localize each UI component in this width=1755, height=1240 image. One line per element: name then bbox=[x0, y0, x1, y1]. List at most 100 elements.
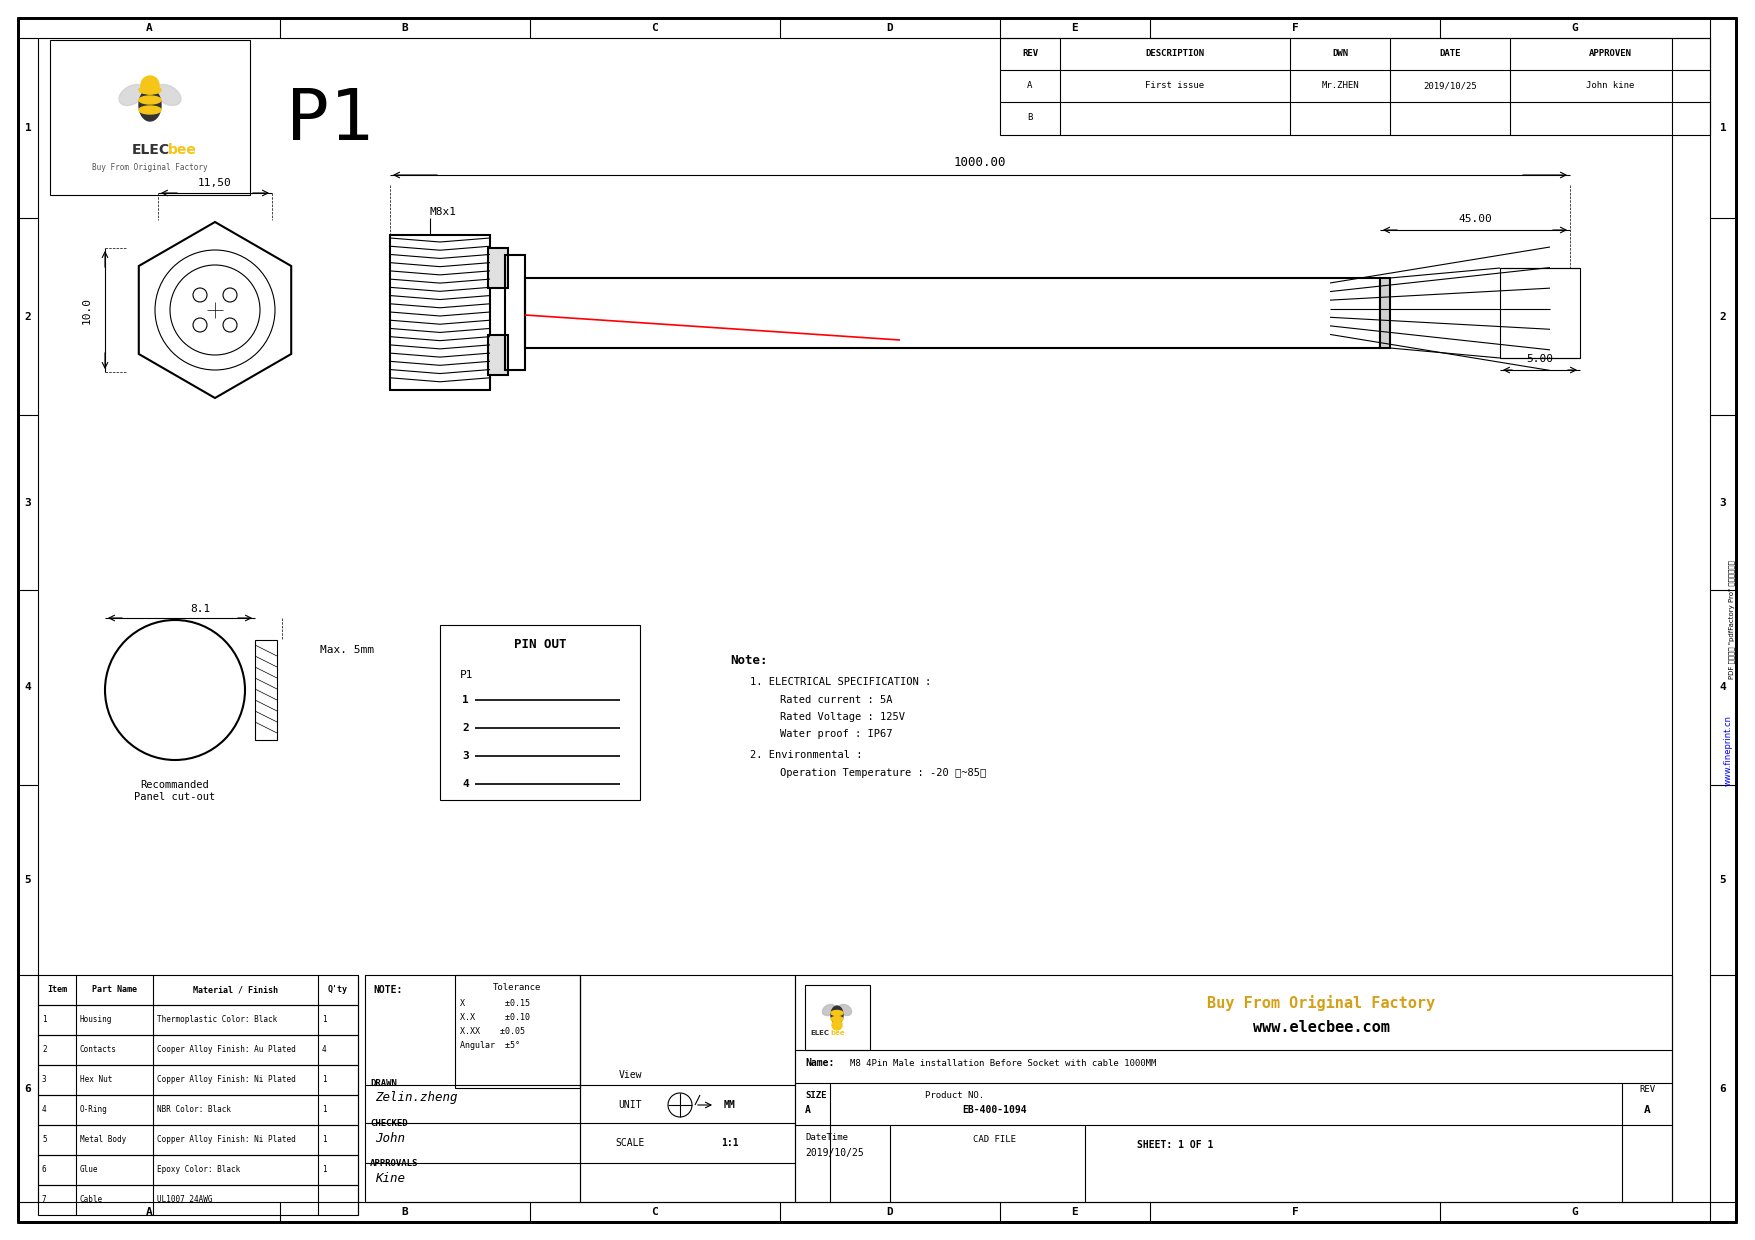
Text: 2: 2 bbox=[42, 1045, 47, 1054]
Text: Rated Voltage : 125V: Rated Voltage : 125V bbox=[779, 712, 906, 722]
Text: 5: 5 bbox=[42, 1136, 47, 1145]
Text: 8.1: 8.1 bbox=[190, 604, 211, 614]
Ellipse shape bbox=[154, 84, 181, 105]
Text: EB-400-1094: EB-400-1094 bbox=[963, 1105, 1027, 1115]
Text: 3: 3 bbox=[25, 497, 32, 507]
Text: ELEC: ELEC bbox=[132, 143, 170, 157]
Text: P1: P1 bbox=[286, 86, 374, 155]
Text: F: F bbox=[1292, 1207, 1299, 1216]
Text: www.elecbee.com: www.elecbee.com bbox=[1253, 1019, 1390, 1034]
Text: Panel cut-out: Panel cut-out bbox=[135, 792, 216, 802]
Text: 1: 1 bbox=[321, 1166, 326, 1174]
Text: www.fineprint.cn: www.fineprint.cn bbox=[1723, 714, 1732, 785]
Text: Q'ty: Q'ty bbox=[328, 986, 347, 994]
Text: B: B bbox=[402, 24, 409, 33]
Text: 1: 1 bbox=[321, 1106, 326, 1115]
Text: APPROVEN: APPROVEN bbox=[1588, 50, 1632, 58]
Text: A: A bbox=[1027, 82, 1032, 91]
Circle shape bbox=[105, 620, 246, 760]
Text: 4: 4 bbox=[25, 682, 32, 692]
Text: 4: 4 bbox=[1720, 682, 1727, 692]
Text: Zelin.zheng: Zelin.zheng bbox=[376, 1091, 458, 1105]
Text: Buy From Original Factory: Buy From Original Factory bbox=[1207, 994, 1436, 1011]
Text: NOTE:: NOTE: bbox=[374, 985, 402, 994]
Bar bbox=[39, 1154, 358, 1185]
Text: View: View bbox=[618, 1070, 642, 1080]
Text: Rated current : 5A: Rated current : 5A bbox=[779, 694, 893, 706]
Text: D: D bbox=[886, 1207, 893, 1216]
Text: 1: 1 bbox=[42, 1016, 47, 1024]
Text: REV: REV bbox=[1021, 50, 1037, 58]
Text: PIN OUT: PIN OUT bbox=[514, 639, 567, 651]
Text: A: A bbox=[1644, 1105, 1650, 1115]
Bar bbox=[39, 1185, 358, 1215]
Text: A: A bbox=[146, 1207, 153, 1216]
Text: D: D bbox=[886, 24, 893, 33]
Text: Part Name: Part Name bbox=[91, 986, 137, 994]
Bar bbox=[1379, 278, 1390, 348]
Text: F: F bbox=[1292, 24, 1299, 33]
Bar bbox=[525, 278, 1379, 348]
Bar bbox=[505, 255, 525, 370]
Text: 2: 2 bbox=[25, 311, 32, 321]
Text: ELEC: ELEC bbox=[811, 1030, 828, 1035]
Text: O-Ring: O-Ring bbox=[81, 1106, 107, 1115]
Text: 5: 5 bbox=[25, 875, 32, 885]
Text: 5: 5 bbox=[1720, 875, 1727, 885]
Text: 2019/10/25: 2019/10/25 bbox=[806, 1148, 863, 1158]
Text: Copper Alloy Finish: Ni Plated: Copper Alloy Finish: Ni Plated bbox=[156, 1136, 297, 1145]
Text: Recommanded: Recommanded bbox=[140, 780, 209, 790]
Text: Item: Item bbox=[47, 986, 67, 994]
Text: 1: 1 bbox=[1720, 123, 1727, 133]
Text: Contacts: Contacts bbox=[81, 1045, 118, 1054]
Bar bbox=[365, 975, 579, 1202]
Text: Epoxy Color: Black: Epoxy Color: Black bbox=[156, 1166, 240, 1174]
Text: Thermoplastic Color: Black: Thermoplastic Color: Black bbox=[156, 1016, 277, 1024]
Text: UNIT: UNIT bbox=[618, 1100, 642, 1110]
Text: Metal Body: Metal Body bbox=[81, 1136, 126, 1145]
Bar bbox=[1000, 38, 1709, 135]
Text: Glue: Glue bbox=[81, 1166, 98, 1174]
Text: G: G bbox=[1572, 24, 1578, 33]
Text: 6: 6 bbox=[1720, 1084, 1727, 1094]
Text: Copper Alloy Finish: Ni Plated: Copper Alloy Finish: Ni Plated bbox=[156, 1075, 297, 1085]
Text: bee: bee bbox=[830, 1030, 844, 1035]
Text: B: B bbox=[1027, 114, 1032, 123]
Ellipse shape bbox=[139, 86, 161, 94]
Text: John: John bbox=[376, 1131, 405, 1145]
Ellipse shape bbox=[139, 89, 161, 122]
Text: 1:1: 1:1 bbox=[721, 1138, 739, 1148]
Text: Housing: Housing bbox=[81, 1016, 112, 1024]
Text: G: G bbox=[1572, 1207, 1578, 1216]
Text: C: C bbox=[651, 24, 658, 33]
Bar bbox=[806, 985, 870, 1050]
Text: NBR Color: Black: NBR Color: Black bbox=[156, 1106, 232, 1115]
Text: CAD FILE: CAD FILE bbox=[974, 1136, 1016, 1145]
Text: REV: REV bbox=[1639, 1085, 1655, 1095]
Text: Note:: Note: bbox=[730, 653, 767, 667]
Ellipse shape bbox=[839, 1004, 851, 1016]
Text: MM: MM bbox=[725, 1100, 735, 1110]
Text: Cooper Alloy Finish: Au Plated: Cooper Alloy Finish: Au Plated bbox=[156, 1045, 297, 1054]
Text: DESCRIPTION: DESCRIPTION bbox=[1146, 50, 1204, 58]
Bar bbox=[254, 640, 277, 740]
Text: SHEET: 1 OF 1: SHEET: 1 OF 1 bbox=[1137, 1140, 1213, 1149]
Ellipse shape bbox=[832, 1006, 842, 1024]
Bar bbox=[390, 236, 490, 391]
Text: 4: 4 bbox=[42, 1106, 47, 1115]
Text: SIZE: SIZE bbox=[806, 1090, 827, 1100]
Text: Water proof : IP67: Water proof : IP67 bbox=[779, 729, 893, 739]
Text: Hex Nut: Hex Nut bbox=[81, 1075, 112, 1085]
Text: First issue: First issue bbox=[1146, 82, 1204, 91]
Text: 1: 1 bbox=[321, 1016, 326, 1024]
Text: 1: 1 bbox=[321, 1136, 326, 1145]
Bar bbox=[1501, 268, 1580, 358]
Polygon shape bbox=[139, 222, 291, 398]
Circle shape bbox=[669, 1092, 691, 1117]
Circle shape bbox=[832, 1021, 842, 1030]
Text: 1000.00: 1000.00 bbox=[953, 156, 1006, 170]
Text: X.X      ±0.10: X.X ±0.10 bbox=[460, 1013, 530, 1022]
Text: 2: 2 bbox=[1720, 311, 1727, 321]
Text: CHECKED: CHECKED bbox=[370, 1118, 407, 1127]
Text: Buy From Original Factory: Buy From Original Factory bbox=[93, 164, 207, 172]
